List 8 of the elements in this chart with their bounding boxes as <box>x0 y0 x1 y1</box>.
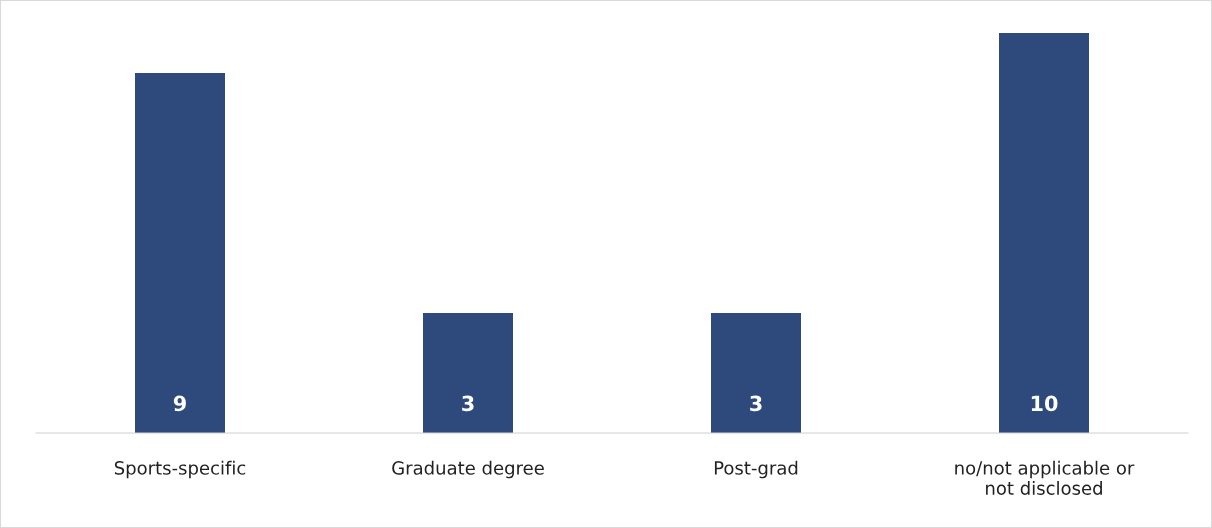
x-tick-label: Post-grad <box>714 460 798 479</box>
x-tick-label: Graduate degree <box>392 460 544 479</box>
data-label: 9 <box>173 395 186 412</box>
data-label: 3 <box>750 395 762 412</box>
x-tick-label: Sports-specific <box>114 460 246 479</box>
data-label: 10 <box>1031 395 1058 412</box>
x-tick-label: no/not applicable or not disclosed <box>955 460 1135 495</box>
data-label: 3 <box>462 395 474 412</box>
